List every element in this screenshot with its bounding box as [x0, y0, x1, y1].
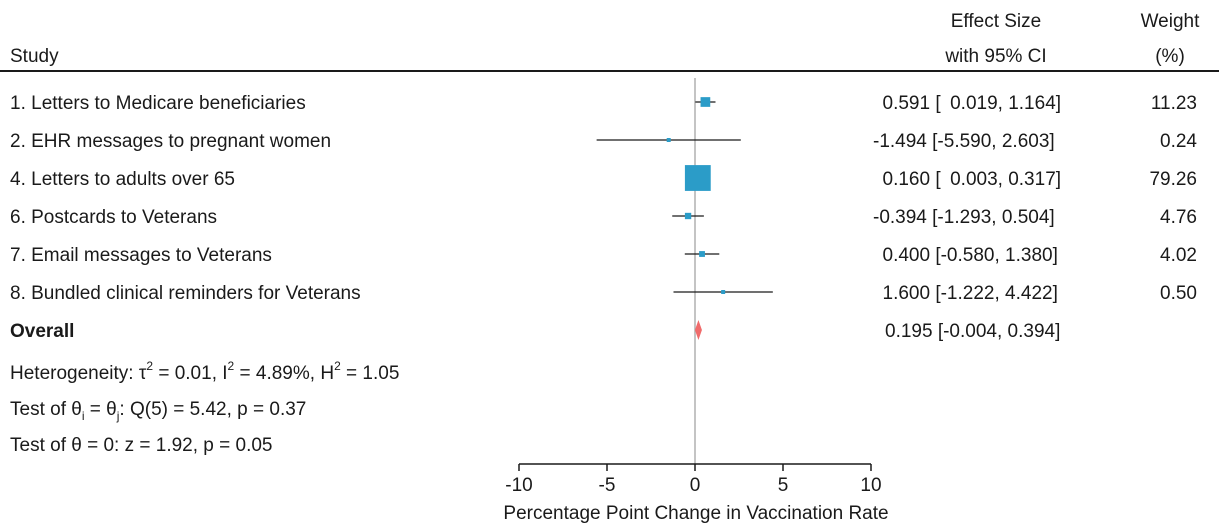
study-weight: 0.24 [1160, 131, 1197, 152]
x-tick-label: 10 [860, 475, 881, 496]
study-row: 2. EHR messages to pregnant women -1.494 … [10, 131, 1197, 152]
study-label: 2. EHR messages to pregnant women [10, 131, 331, 152]
overall-ci-upper: 0.394 [1008, 321, 1056, 342]
study-weight: 4.76 [1160, 207, 1197, 228]
study-ci-text: -1.494 [-5.590, 2.603] [873, 131, 1055, 152]
x-tick-label: 0 [690, 475, 701, 496]
study-weight: 11.23 [1151, 93, 1197, 114]
x-tick-label: -10 [505, 475, 532, 496]
x-tick-label: 5 [778, 475, 789, 496]
study-effect-square [684, 165, 711, 191]
header-weight-line1: Weight [1141, 11, 1201, 32]
study-weight: 79.26 [1149, 169, 1197, 190]
study-rows: 1. Letters to Medicare beneficiaries 0.5… [10, 93, 1197, 304]
header-effect-line2: with 95% CI [944, 46, 1046, 67]
study-effect-square [666, 138, 671, 142]
test-equal-stat: Test of θi = θj: Q(5) = 5.42, p = 0.37 [10, 399, 306, 423]
overall-diamond [694, 320, 702, 340]
study-weight: 0.50 [1160, 283, 1197, 304]
header-study: Study [10, 46, 59, 67]
study-ci-text: 0.591 [ 0.019, 1.164] [873, 93, 1061, 114]
study-label: 4. Letters to adults over 65 [10, 169, 235, 190]
study-label: 8. Bundled clinical reminders for Vetera… [10, 283, 361, 304]
study-effect-square [721, 290, 726, 294]
study-ci-text: 0.160 [ 0.003, 0.317] [873, 169, 1061, 190]
x-axis-label: Percentage Point Change in Vaccination R… [503, 503, 888, 524]
study-row: 7. Email messages to Veterans 0.400 [-0.… [10, 245, 1197, 266]
test-zero-stat: Test of θ = 0: z = 1.92, p = 0.05 [10, 435, 272, 456]
study-label: 1. Letters to Medicare beneficiaries [10, 93, 306, 114]
header-effect-line1: Effect Size [951, 11, 1041, 32]
overall-ci-text: 0.195 [-0.004, 0.394] [885, 321, 1060, 342]
study-effect-square [699, 251, 705, 257]
study-weight: 4.02 [1160, 245, 1197, 266]
overall-es-value: 0.195 [885, 321, 933, 342]
heterogeneity-stat: Heterogeneity: τ2 = 0.01, I2 = 4.89%, H2… [10, 359, 399, 384]
study-row: 6. Postcards to Veterans -0.394 [-1.293, … [10, 207, 1197, 228]
x-tick-label: -5 [599, 475, 616, 496]
overall-label: Overall [10, 321, 74, 342]
study-ci-text: 1.600 [-1.222, 4.422] [873, 283, 1058, 304]
study-row: 1. Letters to Medicare beneficiaries 0.5… [10, 93, 1197, 114]
study-effect-square [684, 212, 692, 220]
overall-ci-lower: -0.004 [943, 321, 997, 342]
x-axis: -10 -5 0 5 10 [505, 463, 882, 496]
study-row: 4. Letters to adults over 65 0.160 [ 0.0… [10, 165, 1197, 191]
header-weight-line2: (%) [1155, 46, 1185, 67]
study-ci-text: -0.394 [-1.293, 0.504] [873, 207, 1055, 228]
study-ci-text: 0.400 [-0.580, 1.380] [873, 245, 1058, 266]
study-effect-square [700, 97, 711, 107]
study-label: 7. Email messages to Veterans [10, 245, 272, 266]
study-label: 6. Postcards to Veterans [10, 207, 217, 228]
study-row: 8. Bundled clinical reminders for Vetera… [10, 283, 1197, 304]
